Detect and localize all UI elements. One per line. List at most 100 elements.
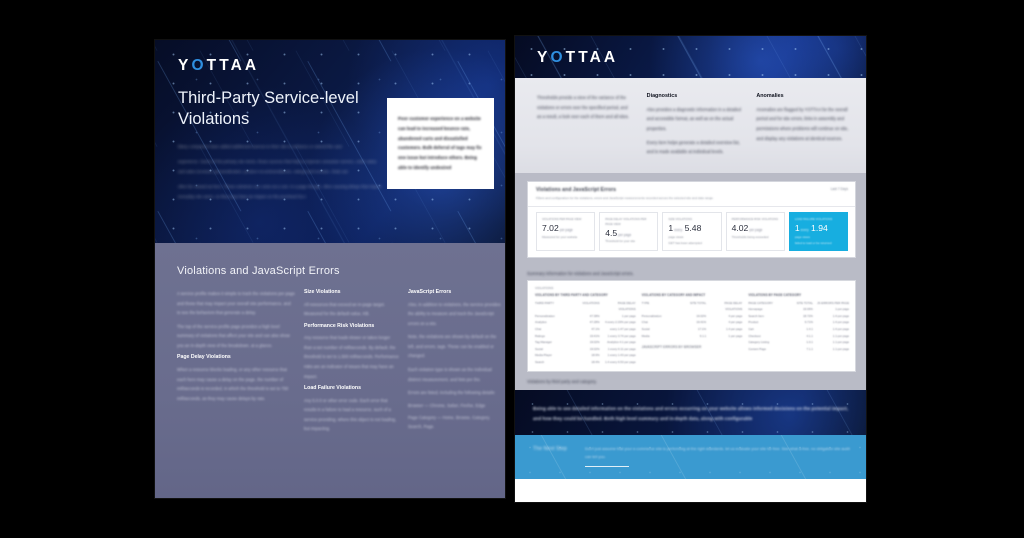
cell: 4 per page [728,320,743,325]
table-row: Content Page 7.1.1 1.1 per page [748,346,849,353]
table-row: Media 9.1.1 1 per page [642,333,743,340]
dashboard-subtitle: Filters and configuration for the violat… [536,195,714,200]
table-title: VIOLATIONS BY CATEGORY AND IMPACT [641,293,706,298]
cell: 47.38% [589,313,600,318]
next-step-content: Don't just assume that your e-commerce s… [585,445,852,468]
kpi-unit: Thresholds being exceeded [731,234,769,239]
kpi-card-page-delay[interactable]: PAGE DELAY VIOLATIONS PER PAGE VIEW 4.5p… [599,212,659,252]
kpi-number: 4.5 [605,227,618,238]
page2-paragraph: Thresholds provide a view of the varianc… [537,95,629,120]
table-row: Category Listing 1.0.1 1.1 per page [748,339,849,346]
page2-closing-block: Being able to see detailed information o… [515,390,866,436]
kpi-label: PAGE DELAY VIOLATIONS PER PAGE VIEW [605,217,647,227]
kpi-value: 7.02per page [542,224,590,233]
page2-heading-anomalies: Anomalies [756,93,784,99]
next-step-body: Don't just assume that your e-commerce s… [585,446,850,460]
column-header: SITE TOTAL [796,300,813,305]
page1-subheading-load-failure: Load Failure Violations [304,385,361,392]
kpi-unit: Threshold for your site [605,239,636,244]
cell: 9.1.1 [699,333,707,338]
cell: 4.1.1 [806,333,813,338]
next-step-rule [585,466,629,468]
page1-section-heading: Violations and JavaScript Errors [177,265,340,277]
page2-paragraph: Every item helps generate a detailed ove… [646,139,740,155]
dashboard-header: Violations and JavaScript Errors Filters… [528,182,855,208]
document-page-2[interactable]: YOTTAA Thresholds provide a view of the … [515,36,866,502]
table-row: Search 18.4% 1.4 every 6.53 per page [535,359,636,366]
page1-paragraph: A service profile makes it simple to tra… [177,291,295,316]
cell: 19.41% [696,320,707,325]
page1-paragraph: When a resource blocks loading, or any o… [177,367,289,401]
logo-text-prefix: Y [178,57,192,74]
page1-callout-text: Poor customer experience on a website ca… [398,116,482,170]
cell: Personalization [535,313,555,318]
table-row: Product 6.71% 1.4 per page [748,319,849,326]
document-page-1[interactable]: YOTTAA Third-Party Service-level Violati… [155,40,505,498]
cell: Media [641,333,650,338]
kpi-unit: Measured for your website [542,234,578,239]
table-title: VIOLATIONS BY THIRD PARTY AND CATEGORY [535,293,608,298]
kpi-number-tail: 1.94 [811,223,828,234]
page1-intro-body: Many companies have added additional sou… [178,142,383,202]
dashboard-date-range-control[interactable]: Last 7 Days [830,186,848,191]
cell: 1.4 per page [726,326,743,331]
page2-paragraph: Also provides a diagnostic information i… [646,106,741,131]
yottaa-logo: YOTTAA [537,49,866,67]
table-row: Checkout 4.1.1 1.1 per page [748,333,849,340]
cell: 1 per page [728,333,743,338]
page1-paragraph: Also, in addition to violations, the ser… [408,301,501,326]
kpi-card-violations[interactable]: VIOLATIONS PER PAGE VIEW 7.02per page Me… [536,212,596,252]
column-header: PAGE DELAY VIOLATIONS [724,300,743,312]
table-third-party: VIOLATIONS BY THIRD PARTY AND CATEGORY T… [535,293,636,365]
dashboard-tables-screenshot: VIOLATIONS VIOLATIONS BY THIRD PARTY AND… [515,280,866,377]
kpi-unit-secondary: GET has been attempted [668,241,702,246]
cell: 19.02% [696,313,707,318]
table-row: Homepage 19.06% 1 per page [748,306,849,313]
table-row: Social 19.02% 1 every 6.11 per page [535,346,636,353]
logo-accent-letter: O [550,49,566,66]
page2-text-band: Thresholds provide a view of the varianc… [515,78,866,173]
cell: Search [535,359,545,364]
kpi-label: VIOLATIONS PER PAGE VIEW [542,217,582,222]
page1-callout-box: Poor customer experience on a website ca… [387,98,494,189]
kpi-unit: page views [668,234,684,239]
cell: Social [641,326,650,331]
page1-paragraph: Any resource that loads slower or takes … [304,335,399,379]
cell: Analytics [535,320,547,325]
page1-subheading-javascript-errors: JavaScript Errors [408,289,452,295]
cell: Search Item [748,313,764,318]
kpi-label: SIZE VIOLATIONS [668,217,692,222]
dashboard-screenshot: Violations and JavaScript Errors Filters… [515,172,866,268]
cell: every 1.47 per page [609,326,636,331]
kpi-label: PERFORMANCE RISK VIOLATIONS [731,217,779,222]
cell: 4 per page [728,313,743,318]
kpi-card-performance-risk[interactable]: PERFORMANCE RISK VIOLATIONS 4.02per page… [725,212,785,252]
kpi-number-tail: 5.48 [684,223,702,234]
page1-list-item-page-category: Page Category — Home, Browse, Category, … [408,415,491,429]
kpi-unit-secondary: failed to load or be returned [794,241,832,246]
kpi-card-size-violations[interactable]: SIZE VIOLATIONS 1every 5.48 page views G… [662,212,722,252]
kpi-number: 4.02 [731,223,749,234]
kpi-value-suffix: per page [749,228,763,233]
cell: Ratings [535,333,545,338]
page1-column-size-performance: Size Violations All resources that excee… [304,289,399,438]
page1-paragraph: The top of the service profile page prov… [177,323,290,348]
kpi-number: 1 [668,223,674,234]
cell: 7.1.1 [806,346,813,351]
cell: 1.4 per page [832,320,850,325]
table-row: Personalization 47.38% 1 per page [535,313,636,320]
kpi-card-load-failure[interactable]: LOAD FAILURE VIOLATIONS 1every 1.94 page… [788,212,849,252]
kpi-label: LOAD FAILURE VIOLATIONS [794,217,833,222]
page1-intro-paragraph: experience. Some of the primary site ite… [178,158,377,174]
page1-title: Third-Party Service-level Violations [178,89,359,129]
logo-text-suffix: TTAA [565,49,619,66]
page1-lower-section: Violations and JavaScript Errors A servi… [155,243,505,498]
kpi-number: 1 [794,223,800,234]
table-note-js-errors-by-browser: JAVASCRIPT ERRORS BY BROWSER [641,345,702,350]
cell: 1.4 per page [832,326,850,331]
column-header: SITE TOTAL [689,300,707,305]
page1-subheading-size-violations: Size Violations [304,289,341,295]
logo-accent-letter: O [191,57,207,74]
page1-subheading-page-delay: Page Delay Violations [177,354,231,361]
page2-header: YOTTAA [515,36,866,78]
